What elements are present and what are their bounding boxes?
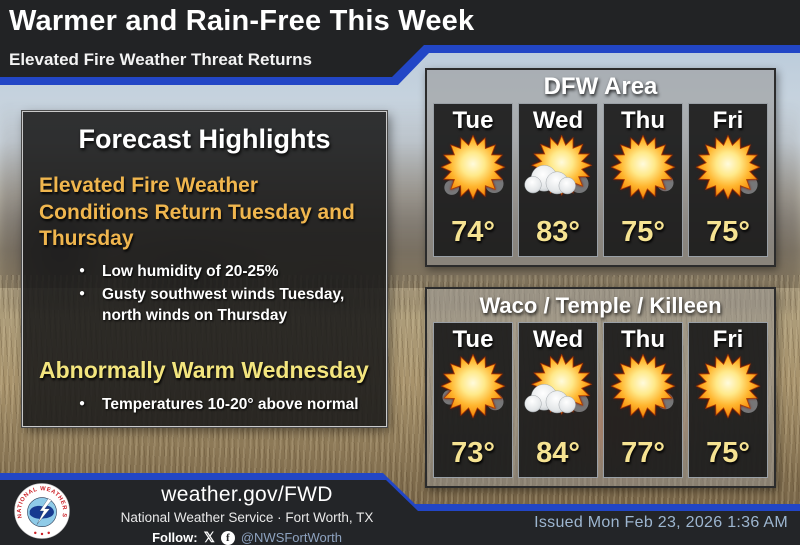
dfw-panel-title: DFW Area: [543, 73, 658, 100]
temperature: 84°: [536, 437, 580, 469]
day-label: Thu: [621, 326, 665, 353]
page-title: Warmer and Rain-Free This Week: [9, 5, 475, 37]
follow-label: Follow:: [152, 530, 198, 545]
temperature: 83°: [536, 216, 580, 248]
day-label: Wed: [532, 107, 584, 134]
temperature: 74°: [451, 216, 495, 248]
waco-panel-title: Waco / Temple / Killeen: [479, 293, 722, 318]
forecast-cell: Wed 83°: [518, 103, 598, 257]
dfw-forecast-panel: DFW Area Tue 74° Wed: [425, 68, 776, 267]
forecast-cell: Thu 77°: [603, 322, 683, 478]
waco-forecast-panel: Waco / Temple / Killeen Tue 73° Wed: [425, 287, 776, 488]
footer-contact-block: weather.gov/FWD National Weather Service…: [92, 483, 402, 545]
warm-wednesday-heading: Abnormally Warm Wednesday: [39, 357, 369, 384]
forecast-cell: Wed 84°: [518, 322, 598, 478]
sunny-icon: [604, 132, 682, 206]
sunny-icon: [604, 351, 682, 425]
forecast-highlights-panel: Forecast Highlights Elevated Fire Weathe…: [22, 111, 387, 427]
day-label: Fri: [712, 326, 744, 353]
forecast-cell: Tue 73°: [433, 322, 513, 478]
social-follow-row: Follow: 𝕏 f @NWSFortWorth: [92, 529, 402, 545]
forecast-cell: Fri 75°: [688, 103, 768, 257]
nws-logo: NATIONAL WEATHER SERVICE: [14, 483, 70, 539]
day-label: Thu: [621, 107, 665, 134]
forecast-cell: Fri 75°: [688, 322, 768, 478]
waco-forecast-cells: Tue 73° Wed 84°: [433, 322, 768, 478]
temperature: 77°: [621, 437, 665, 469]
issued-timestamp: Issued Mon Feb 23, 2026 1:36 AM: [534, 514, 788, 531]
temperature: 75°: [706, 216, 750, 248]
forecast-cell: Thu 75°: [603, 103, 683, 257]
day-label: Wed: [532, 326, 584, 353]
temperature: 73°: [451, 437, 495, 469]
bullet-item: Low humidity of 20-25%: [79, 262, 370, 282]
bullet-item: Temperatures 10-20° above normal: [79, 395, 370, 415]
warm-wednesday-bullets: Temperatures 10-20° above normal: [39, 395, 370, 415]
sunny-icon: [434, 132, 512, 206]
fire-weather-bullets: Low humidity of 20-25% Gusty southwest w…: [39, 262, 370, 326]
mostly-sunny-icon: [519, 351, 597, 425]
mostly-sunny-icon: [519, 132, 597, 206]
temperature: 75°: [621, 216, 665, 248]
day-label: Tue: [452, 326, 494, 353]
fire-weather-heading: Elevated Fire Weather Conditions Return …: [39, 174, 355, 251]
organization-name: National Weather Service · Fort Worth, T…: [120, 510, 374, 525]
x-twitter-icon: 𝕏: [203, 529, 215, 545]
page-subtitle: Elevated Fire Weather Threat Returns: [9, 50, 312, 69]
sunny-icon: [689, 351, 767, 425]
sunny-icon: [434, 351, 512, 425]
day-label: Fri: [712, 107, 744, 134]
highlights-title: Forecast Highlights: [78, 124, 331, 154]
facebook-icon: f: [220, 530, 235, 545]
temperature: 75°: [706, 437, 750, 469]
social-handle: @NWSFortWorth: [240, 530, 342, 545]
website-url: weather.gov/FWD: [161, 483, 333, 506]
day-label: Tue: [452, 107, 494, 134]
sunny-icon: [689, 132, 767, 206]
forecast-cell: Tue 74°: [433, 103, 513, 257]
bullet-item: Gusty southwest winds Tuesday, north win…: [79, 285, 370, 326]
dfw-forecast-cells: Tue 74° Wed: [433, 103, 768, 257]
